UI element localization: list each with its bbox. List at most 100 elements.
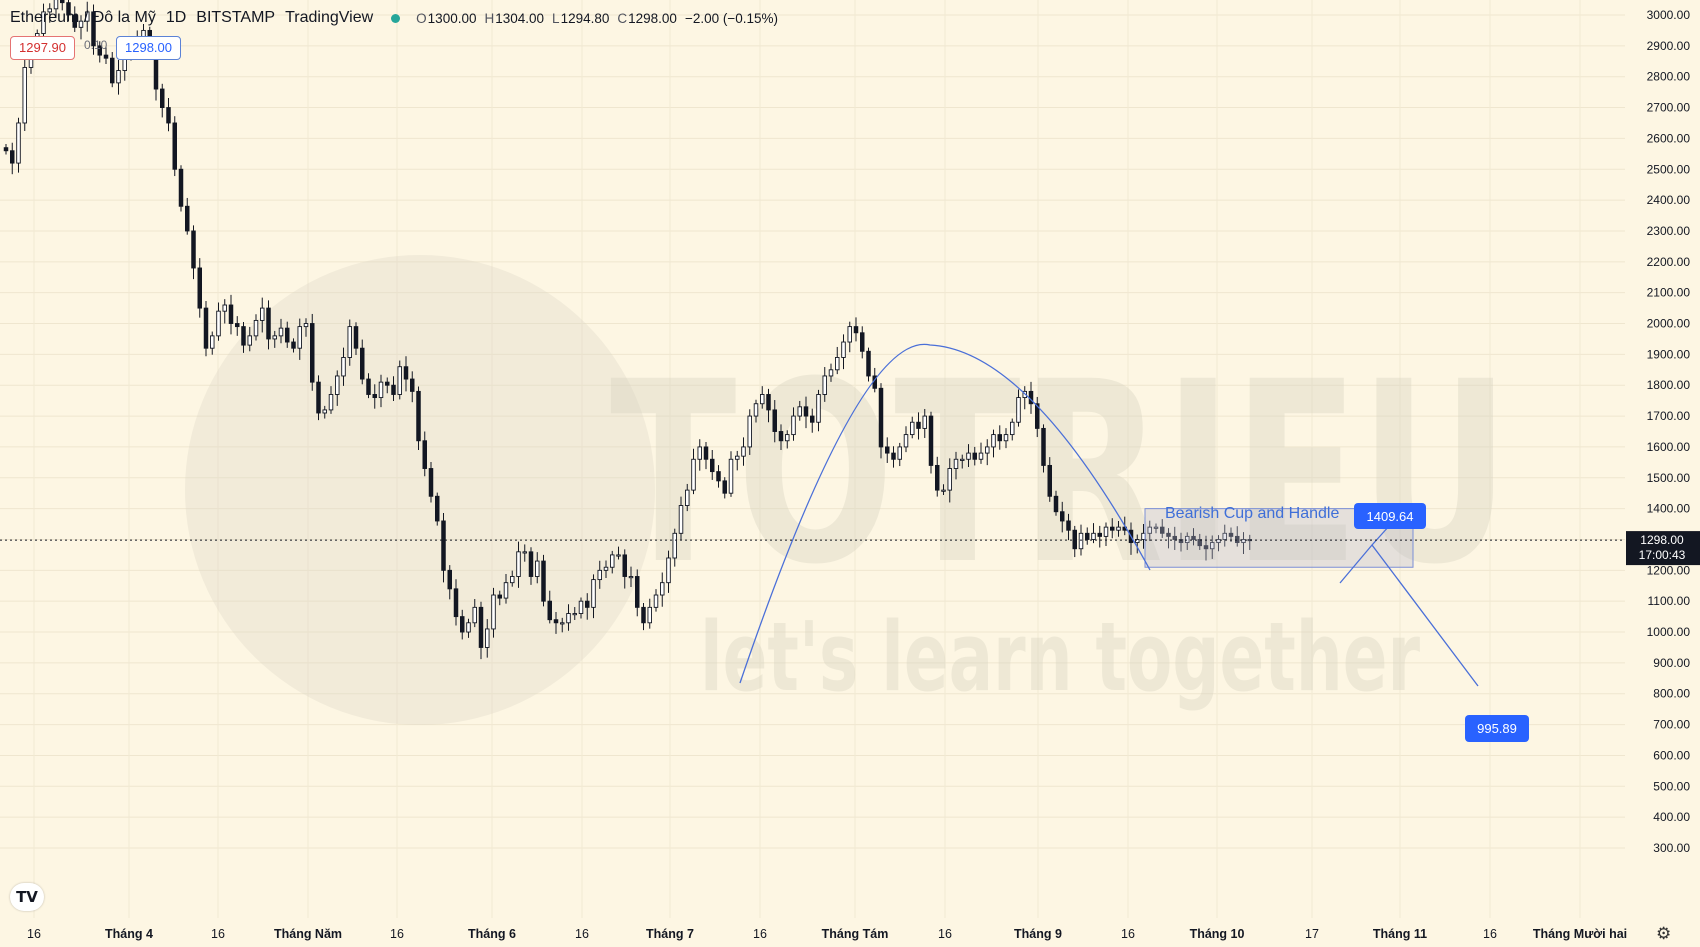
candle-body	[760, 394, 765, 405]
cup-arc-drawing[interactable]	[739, 343, 1151, 684]
buy-button[interactable]: 1298.00	[116, 36, 181, 60]
candle	[928, 411, 934, 474]
candle-body	[1172, 535, 1177, 540]
candle	[266, 300, 271, 350]
projected-target-text: 995.89	[1477, 721, 1517, 736]
candle-body	[878, 387, 884, 448]
candle-body	[1028, 390, 1034, 405]
annotations[interactable]: Bearish Cup and Handle 1409.64 995.89	[739, 343, 1529, 742]
candle-body	[1034, 403, 1040, 429]
candle-body	[16, 122, 21, 164]
candle-body	[453, 588, 459, 618]
candle-body	[810, 415, 815, 423]
y-tick-label: 3000.00	[1647, 8, 1691, 22]
x-tick-label: Tháng Mười hai	[1533, 927, 1627, 941]
candle	[853, 317, 859, 342]
tradingview-logo-icon[interactable]: TV	[10, 883, 44, 911]
candle-body	[903, 434, 909, 448]
x-tick-label: Tháng 10	[1190, 927, 1245, 941]
candle	[222, 299, 227, 324]
y-tick-label: 1000.00	[1647, 625, 1691, 639]
candle	[241, 321, 246, 353]
candle-body	[447, 569, 453, 590]
candle	[1072, 525, 1077, 558]
handle-target-label[interactable]: 1409.64	[1354, 503, 1426, 529]
candle-body	[197, 267, 202, 309]
candle	[485, 619, 490, 658]
y-tick-label: 1200.00	[1647, 563, 1691, 577]
candle-body	[528, 551, 534, 577]
candle-body	[791, 415, 796, 436]
price-axis[interactable]: 3000.00 2900.00 2800.00 2700.00 2600.00 2500.…	[1625, 0, 1700, 947]
y-tick-label: 1900.00	[1647, 347, 1691, 361]
y-tick-label: 1100.00	[1648, 594, 1691, 608]
candle	[335, 370, 340, 406]
watermark: TOTRIEU let's learn together	[185, 255, 1510, 725]
candle	[897, 442, 903, 467]
current-price-marker: 1298.00 17:00:43	[1626, 531, 1700, 566]
x-tick-label: 16	[390, 927, 404, 941]
candle-body	[116, 70, 121, 84]
candle-body	[522, 551, 528, 554]
candle	[360, 339, 365, 385]
interval-label[interactable]: 1D	[165, 9, 187, 26]
projected-target-label[interactable]: 995.89	[1465, 715, 1529, 742]
candle	[710, 450, 715, 480]
candle-body	[541, 560, 546, 602]
candle-body	[97, 45, 102, 56]
candle	[1228, 527, 1234, 542]
candle-body	[1003, 434, 1009, 442]
y-tick-label: 2900.00	[1647, 39, 1691, 53]
candle	[1066, 513, 1071, 541]
candle-body	[891, 452, 896, 460]
candle-body	[341, 357, 346, 377]
x-tick-label: Tháng 11	[1373, 927, 1427, 941]
candle	[1041, 424, 1046, 473]
candle-body	[428, 468, 434, 497]
candle	[109, 52, 115, 88]
candle	[491, 587, 496, 638]
candle-body	[691, 458, 696, 491]
candle	[1159, 519, 1165, 538]
candle-body	[441, 520, 446, 571]
candle-body	[703, 446, 709, 460]
candle	[572, 607, 578, 621]
candle-body	[597, 569, 603, 581]
pattern-label[interactable]: Bearish Cup and Handle	[1165, 505, 1339, 522]
candle-body	[1222, 532, 1227, 540]
candle	[1172, 526, 1177, 550]
x-tick-label: Tháng 6	[468, 927, 516, 941]
candle-body	[360, 347, 365, 380]
candle	[178, 165, 184, 212]
candle	[253, 314, 259, 341]
candle-body	[897, 446, 903, 460]
candle-body	[478, 606, 484, 648]
gear-icon[interactable]: ⚙	[1656, 924, 1672, 943]
candle-body	[1084, 532, 1090, 540]
candle-body	[1191, 535, 1196, 540]
candle-body	[310, 323, 315, 383]
candle	[597, 560, 603, 589]
time-axis[interactable]: 16 Tháng 4 16 Tháng Năm 16 Tháng 6 16 Tháng 7 16…	[0, 918, 1700, 947]
candle-body	[835, 357, 840, 371]
candle-body	[303, 323, 309, 328]
candle	[322, 405, 328, 419]
candle	[397, 360, 403, 400]
candle	[441, 512, 446, 583]
candle	[628, 566, 634, 587]
candle	[810, 408, 815, 433]
candle	[553, 611, 559, 634]
candle-body	[697, 446, 703, 460]
candle-body	[66, 2, 71, 16]
symbol-title[interactable]: Ethereum / Đô la Mỹ	[10, 9, 156, 26]
sell-button[interactable]: 1297.90	[10, 36, 75, 60]
candle-body	[797, 406, 803, 417]
x-tick-label: 17	[1305, 927, 1319, 941]
candle	[22, 57, 28, 132]
candle-body	[403, 366, 409, 380]
candle-body	[1228, 532, 1234, 537]
y-tick-label: 2100.00	[1647, 286, 1691, 300]
candle	[291, 338, 296, 353]
